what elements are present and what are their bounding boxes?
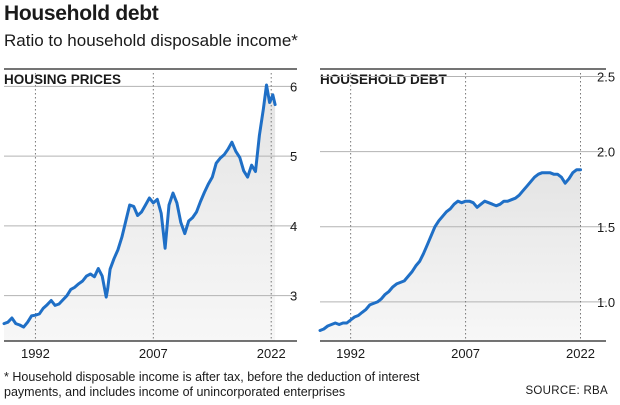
y-tick-label: 4 [290,219,297,234]
y-tick-label: 2.5 [597,70,615,85]
chart-subtitle: Ratio to household disposable income* [4,31,298,50]
footnote: * Household disposable income is after t… [4,370,420,399]
area-fill [320,169,581,341]
panel-title-housing-prices: HOUSING PRICES [4,72,121,87]
y-tick-label: 1.0 [597,295,615,310]
series-line [318,168,582,332]
x-tick-label: 1992 [21,346,50,361]
x-tick-label: 2022 [257,346,286,361]
y-tick-label: 5 [290,149,297,164]
household-debt-area-layer [320,169,581,341]
y-tick-label: 3 [290,289,297,304]
household-debt-label-layer: 1.0 1.5 2.0 2.5 1992 2007 2022 [336,70,615,361]
y-tick-label: 1.5 [597,220,615,235]
area-fill [4,85,276,341]
source-label: SOURCE: RBA [525,385,608,397]
x-tick-label: 1992 [336,346,365,361]
x-tick-label: 2007 [451,346,480,361]
chart-title: Household debt [4,2,159,25]
y-tick-label: 2.0 [597,145,615,160]
household-debt-line-layer [318,168,582,332]
panel-household-debt: HOUSEHOLD DEBT 1.0 1.5 2.0 2.5 1992 2007 2022 [318,68,615,361]
series-line [2,83,277,329]
housing-prices-label-layer: 3 4 5 6 1992 2007 2022 [21,79,297,361]
y-tick-label: 6 [290,79,297,94]
housing-prices-grid-layer [4,68,297,342]
x-tick-label: 2022 [566,346,595,361]
x-tick-label: 2007 [139,346,168,361]
housing-prices-line-layer [2,83,277,329]
panel-title-household-debt: HOUSEHOLD DEBT [320,72,448,87]
panel-housing-prices: HOUSING PRICES 3 4 5 6 1992 2007 2022 [2,68,297,361]
housing-prices-area-layer [4,85,276,341]
household-debt-grid-layer [320,68,606,342]
